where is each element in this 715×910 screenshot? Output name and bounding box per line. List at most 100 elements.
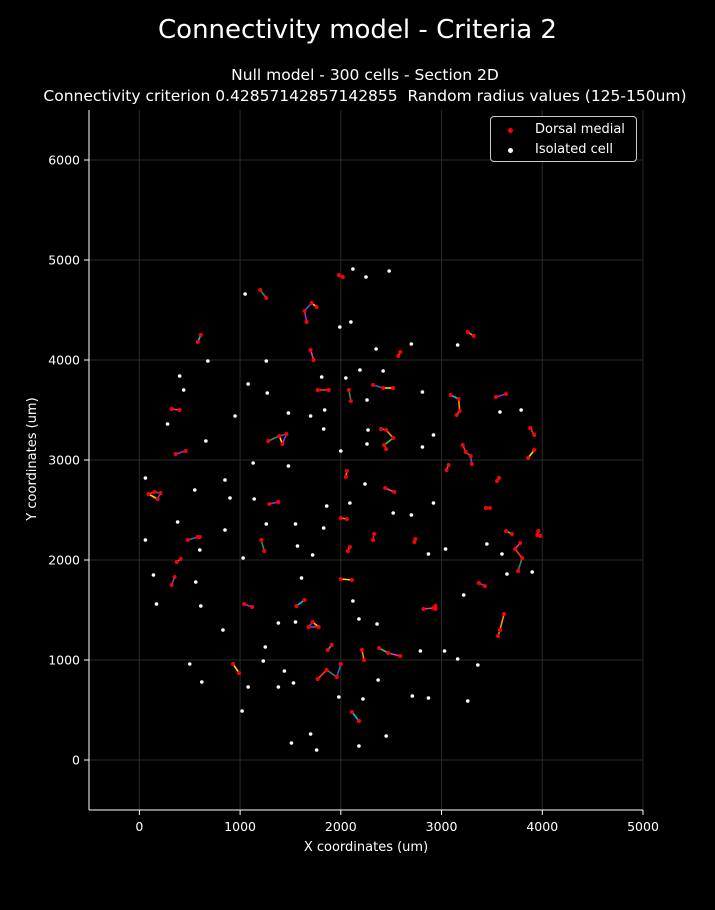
axis-layer: 0 1000 2000 3000 4000 5000 0 1000 2000 3000 4000 50… — [48, 110, 659, 834]
dorsal-medial-point — [384, 447, 389, 451]
isolated-cell-point — [351, 267, 355, 271]
isolated-cell-point — [151, 573, 156, 577]
dorsal-medial-point — [348, 399, 353, 403]
dorsal-medial-point — [262, 549, 267, 553]
isolated-cell-point — [276, 685, 281, 689]
dorsal-medial-point — [520, 556, 525, 560]
dorsal-medial-point — [346, 388, 351, 392]
dorsal-medial-point — [280, 442, 285, 446]
x-tick-label: 4000 — [526, 819, 558, 834]
dorsal-medial-point — [535, 533, 540, 537]
y-tick-label: 2000 — [48, 553, 80, 568]
dorsal-medial-point — [334, 675, 339, 679]
y-tick-label: 0 — [72, 753, 80, 768]
dorsal-medial-point — [471, 334, 476, 338]
isolated-cell-point — [324, 504, 329, 508]
isolated-cell-point — [366, 428, 370, 432]
isolated-cell-point — [420, 445, 425, 449]
dorsal-medial-point — [152, 490, 157, 494]
isolated-cell-point — [187, 662, 192, 666]
dorsal-medial-point — [324, 668, 329, 672]
dorsal-medial-point — [345, 549, 350, 553]
isolated-cell-point — [314, 748, 319, 752]
isolated-cell-point — [348, 501, 352, 505]
dorsal-medial-point — [386, 651, 391, 655]
isolated-cell-point — [519, 408, 523, 412]
connection-edge — [457, 398, 461, 412]
dorsal-medial-point — [526, 456, 531, 460]
isolated-cell-point — [364, 275, 368, 279]
isolated-cell-point — [381, 369, 385, 373]
dorsal-medial-point — [329, 643, 334, 647]
dorsal-medial-point — [510, 532, 515, 536]
dorsal-medial-point — [391, 436, 396, 440]
chart-title: Connectivity model - Criteria 2 — [158, 15, 557, 45]
y-tick-label: 4000 — [48, 353, 80, 368]
dorsal-medial-point — [340, 275, 345, 279]
dorsal-medial-point — [465, 330, 470, 334]
isolated-cell-point — [365, 442, 369, 446]
dorsal-medial-point — [398, 350, 403, 354]
legend-label-dorsal-medial: Dorsal medial — [535, 122, 625, 137]
dorsal-medial-point — [294, 604, 299, 608]
dorsal-medial-point — [308, 348, 313, 352]
dorsal-medial-point — [412, 540, 417, 544]
connection-edge — [317, 669, 328, 680]
dorsal-medial-point — [528, 426, 533, 430]
dorsal-medial-point — [359, 648, 364, 652]
isolated-cell-point — [431, 501, 436, 505]
y-axis-label: Y coordinates (um) — [25, 397, 40, 521]
isolated-cell-point — [246, 685, 250, 689]
grid-layer — [89, 110, 644, 810]
isolated-cell-point — [319, 375, 324, 379]
dorsal-medial-point — [476, 581, 481, 585]
dorsal-medial-point — [392, 490, 397, 494]
isolated-cell-point — [199, 604, 203, 608]
edge-layer — [148, 274, 541, 722]
isolated-cell-point — [264, 522, 269, 526]
isolated-cell-point — [308, 414, 313, 418]
isolated-cell-point — [264, 359, 269, 363]
dorsal-medial-point — [532, 433, 537, 437]
dorsal-medial-point — [538, 534, 543, 538]
isolated-cell-point — [240, 709, 244, 713]
connection-edge — [326, 669, 338, 678]
dorsal-medial-point — [349, 578, 354, 582]
isolated-cell-point — [252, 497, 256, 501]
dorsal-medial-point — [158, 491, 163, 495]
dorsal-medial-point — [469, 462, 474, 466]
dorsal-medial-point — [326, 388, 331, 392]
dorsal-medial-point — [237, 671, 242, 675]
isolated-cell-point — [291, 681, 296, 685]
isolated-cell-point — [505, 572, 509, 576]
isolated-cell-point — [206, 359, 210, 363]
isolated-cell-point — [276, 621, 281, 625]
isolated-cell-point — [337, 695, 341, 699]
dorsal-medial-point — [361, 658, 366, 662]
dorsal-medial-point — [197, 535, 202, 539]
dorsal-medial-point — [183, 449, 188, 453]
y-tick-label: 1000 — [48, 653, 80, 668]
dorsal-medial-point — [496, 476, 501, 480]
dorsal-medial-point — [384, 428, 389, 432]
isolated-cell-point — [246, 382, 250, 386]
isolated-cell-point — [221, 628, 225, 632]
dorsal-medial-point — [309, 301, 314, 305]
dorsal-medial-point — [413, 537, 418, 541]
dorsal-medial-point — [231, 662, 236, 666]
dorsal-medial-point — [446, 463, 451, 467]
dorsal-medial-point — [356, 719, 361, 723]
dorsal-medial-point — [495, 634, 500, 638]
isolated-cell-point — [374, 347, 378, 351]
dorsal-medial-point — [177, 408, 182, 412]
dorsal-medial-point — [513, 547, 518, 551]
dorsal-medial-point — [198, 333, 203, 337]
isolated-cell-point — [442, 649, 447, 653]
dorsal-medial-point — [316, 625, 321, 629]
dorsal-medial-point — [371, 383, 376, 387]
isolated-cell-point — [418, 649, 423, 653]
dorsal-medial-point — [398, 654, 403, 658]
isolated-cell-point — [295, 544, 300, 548]
isolated-cell-point — [376, 678, 380, 682]
x-tick-label: 0 — [135, 819, 143, 834]
